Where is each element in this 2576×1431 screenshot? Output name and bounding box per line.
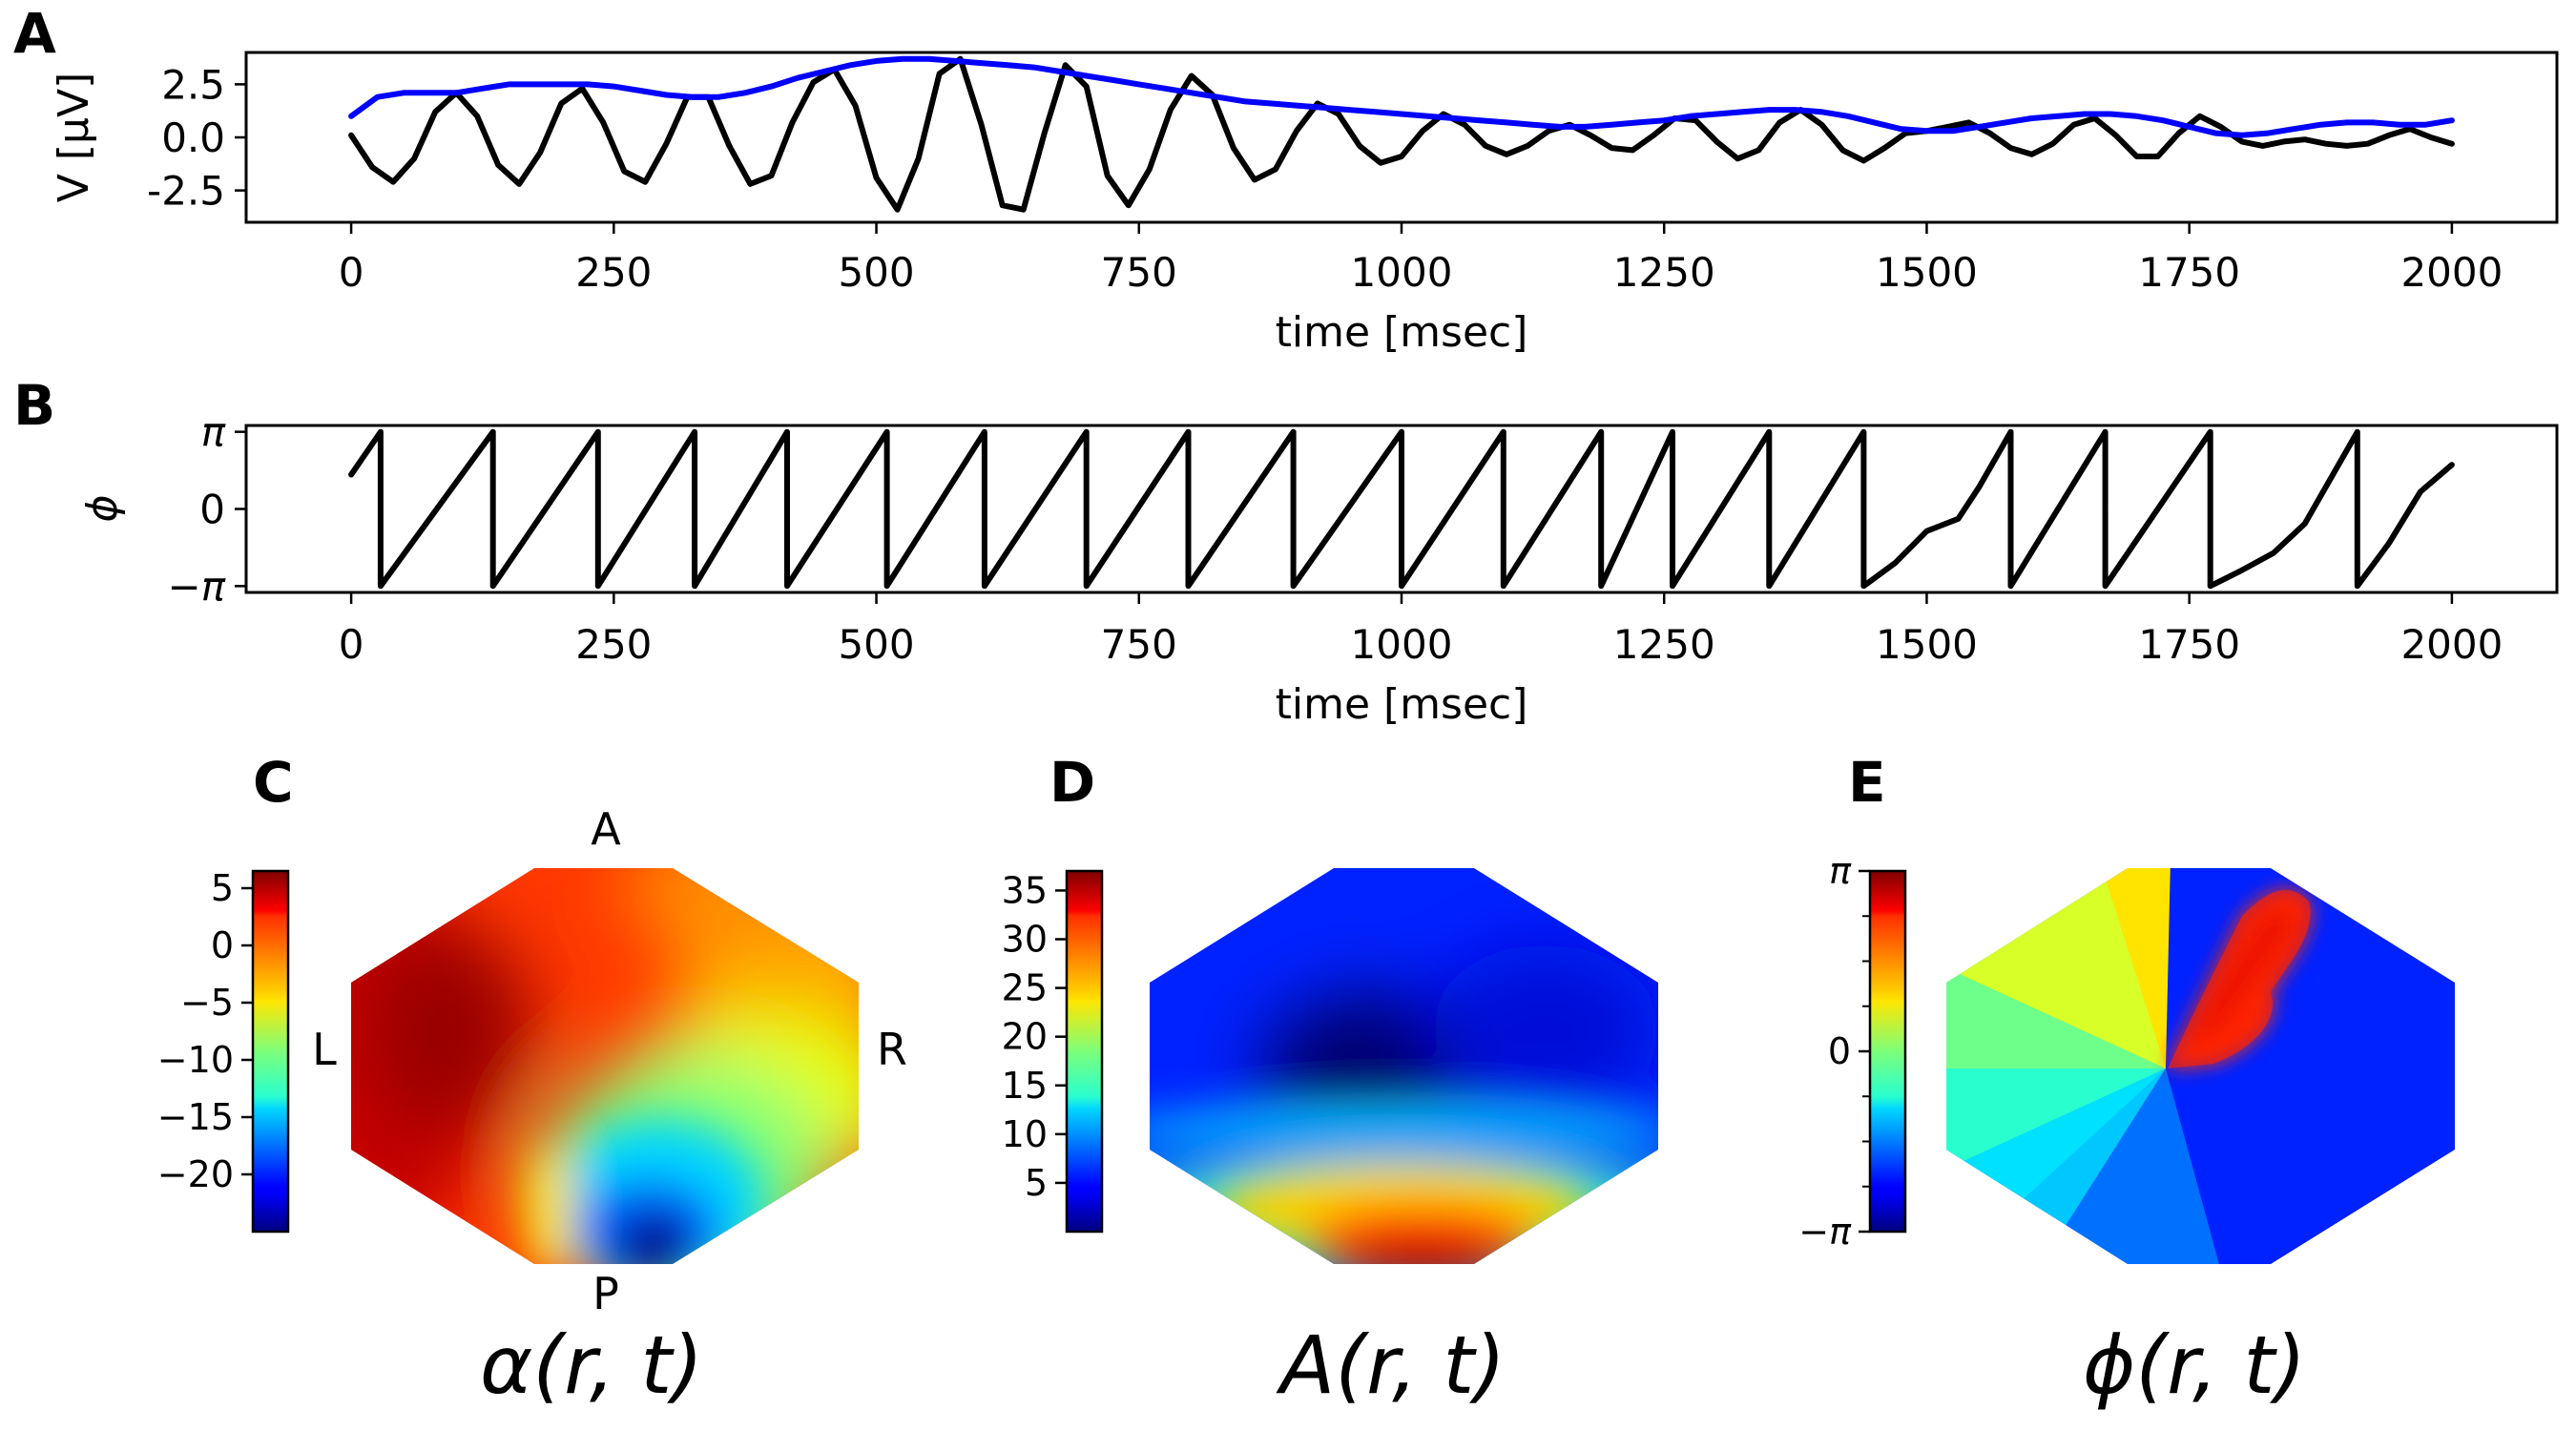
colorbar-e-tick-label: 0 — [1828, 1030, 1851, 1072]
axis-a-ytick-label: -2.5 — [147, 168, 225, 215]
panel-letter-d: D — [1049, 750, 1095, 815]
axis-a-xtick-label: 500 — [838, 249, 914, 296]
axis-a-xtick-label: 1750 — [2138, 249, 2240, 296]
axes-frame-a — [244, 51, 2559, 224]
colorbar-e — [1868, 869, 1907, 1234]
colorbar-e-tick-label: π — [1829, 850, 1852, 892]
axis-b-ytick-label: π — [201, 409, 226, 456]
colorbar-d — [1065, 869, 1104, 1234]
colorbar-d-tick-label: 25 — [1002, 967, 1048, 1009]
heatmap-d — [1150, 868, 1658, 1264]
colorbar-d-tick-label: 30 — [1002, 919, 1048, 961]
panel-letter-a: A — [13, 1, 56, 66]
colorbar-c-tick-label: −5 — [180, 982, 234, 1024]
axis-a-ylabel: V [μV] — [50, 73, 98, 203]
axis-b-xtick-label: 1500 — [1876, 621, 1978, 668]
colorbar-c-tick-label: −10 — [157, 1039, 234, 1081]
axis-b-xtick-label: 1750 — [2138, 621, 2240, 668]
colorbar-c-tick-label: 5 — [211, 867, 234, 909]
orientation-label-anterior: A — [591, 803, 621, 855]
orientation-label-left: L — [312, 1024, 337, 1075]
heatmap-c — [351, 868, 859, 1264]
axis-a-ticks: 0 250 500 750 1000 1250 1500 1750 2000 2.5 0.0 -2.5 — [147, 61, 2503, 296]
panel-b: B 0 250 500 750 1000 1250 1500 1750 2000 π 0 −π tim… — [13, 373, 2559, 729]
colorbar-d-tick-label: 35 — [1002, 869, 1048, 911]
panel-e: E π 0 −π ϕ(r, t) — [1798, 750, 2455, 1412]
axis-b-ytick-label: 0 — [199, 487, 225, 533]
series-line-b-0 — [348, 428, 2455, 590]
colorbar-c-tick-label: −20 — [157, 1153, 234, 1195]
axis-a-xtick-label: 250 — [575, 249, 652, 296]
axis-b-ylabel: ϕ — [78, 494, 127, 522]
plot-area-a — [348, 55, 2455, 213]
axis-a-xtick-label: 1250 — [1613, 249, 1715, 296]
plot-area-b — [348, 428, 2455, 590]
colorbar-d-ticks: 35 30 25 20 15 10 5 — [1002, 869, 1067, 1204]
colorbar-c — [251, 869, 290, 1234]
formula-e: ϕ(r, t) — [2083, 1318, 2306, 1412]
axis-b-xtick-label: 2000 — [2400, 621, 2503, 668]
panel-letter-e: E — [1848, 750, 1886, 815]
axis-b-xtick-label: 500 — [838, 621, 914, 668]
axis-b-xtick-label: 250 — [575, 621, 652, 668]
orientation-label-posterior: P — [592, 1268, 619, 1319]
panel-letter-c: C — [253, 750, 294, 815]
panel-letter-b: B — [13, 373, 55, 438]
colorbar-d-tick-label: 15 — [1002, 1065, 1048, 1107]
axis-b-xtick-label: 750 — [1101, 621, 1177, 668]
colorbar-c-tick-label: 0 — [211, 924, 234, 966]
colorbar-d-tick-label: 5 — [1025, 1162, 1048, 1204]
orientation-label-right: R — [877, 1024, 907, 1075]
axis-b-ticks: 0 250 500 750 1000 1250 1500 1750 2000 π 0 −π — [168, 409, 2503, 668]
axis-a-ytick-label: 2.5 — [161, 61, 225, 108]
formula-d: A(r, t) — [1276, 1318, 1506, 1412]
axis-b-xtick-label: 0 — [339, 621, 364, 668]
axis-b-xtick-label: 1250 — [1613, 621, 1715, 668]
colorbar-c-ticks: 5 0 −5 −10 −15 −20 — [157, 867, 253, 1195]
colorbar-e-tick-label: −π — [1798, 1211, 1852, 1253]
axis-a-xtick-label: 0 — [339, 249, 364, 296]
heatmap-e — [1946, 868, 2455, 1264]
formula-c: α(r, t) — [480, 1318, 703, 1412]
axis-a-xtick-label: 1500 — [1876, 249, 1978, 296]
axis-b-xtick-label: 1000 — [1351, 621, 1453, 668]
series-line-a-1 — [348, 55, 2455, 138]
colorbar-d-tick-label: 10 — [1002, 1113, 1048, 1155]
colorbar-c-tick-label: −15 — [157, 1096, 234, 1138]
panel-a: A 0 250 500 750 1000 1250 1500 1750 2000 2.5 0.0 -2… — [13, 1, 2559, 357]
panel-d: D 35 30 25 20 15 10 5 A(r, t) — [1002, 750, 1658, 1412]
axis-b-ytick-label: −π — [168, 563, 226, 610]
panel-c: C 5 0 −5 −10 −15 −20 A P L R α(r, t) — [157, 750, 907, 1412]
axes-frame-b — [244, 424, 2559, 594]
colorbar-d-tick-label: 20 — [1002, 1016, 1048, 1058]
axis-a-xtick-label: 1000 — [1351, 249, 1453, 296]
axis-a-ytick-label: 0.0 — [161, 114, 225, 161]
axis-a-xlabel: time [msec] — [1276, 308, 1528, 357]
colorbar-e-ticks: π 0 −π — [1798, 850, 1870, 1253]
axis-a-xtick-label: 750 — [1101, 249, 1177, 296]
series-line-a-0 — [348, 55, 2455, 213]
axis-b-xlabel: time [msec] — [1276, 680, 1528, 729]
axis-a-xtick-label: 2000 — [2400, 249, 2503, 296]
